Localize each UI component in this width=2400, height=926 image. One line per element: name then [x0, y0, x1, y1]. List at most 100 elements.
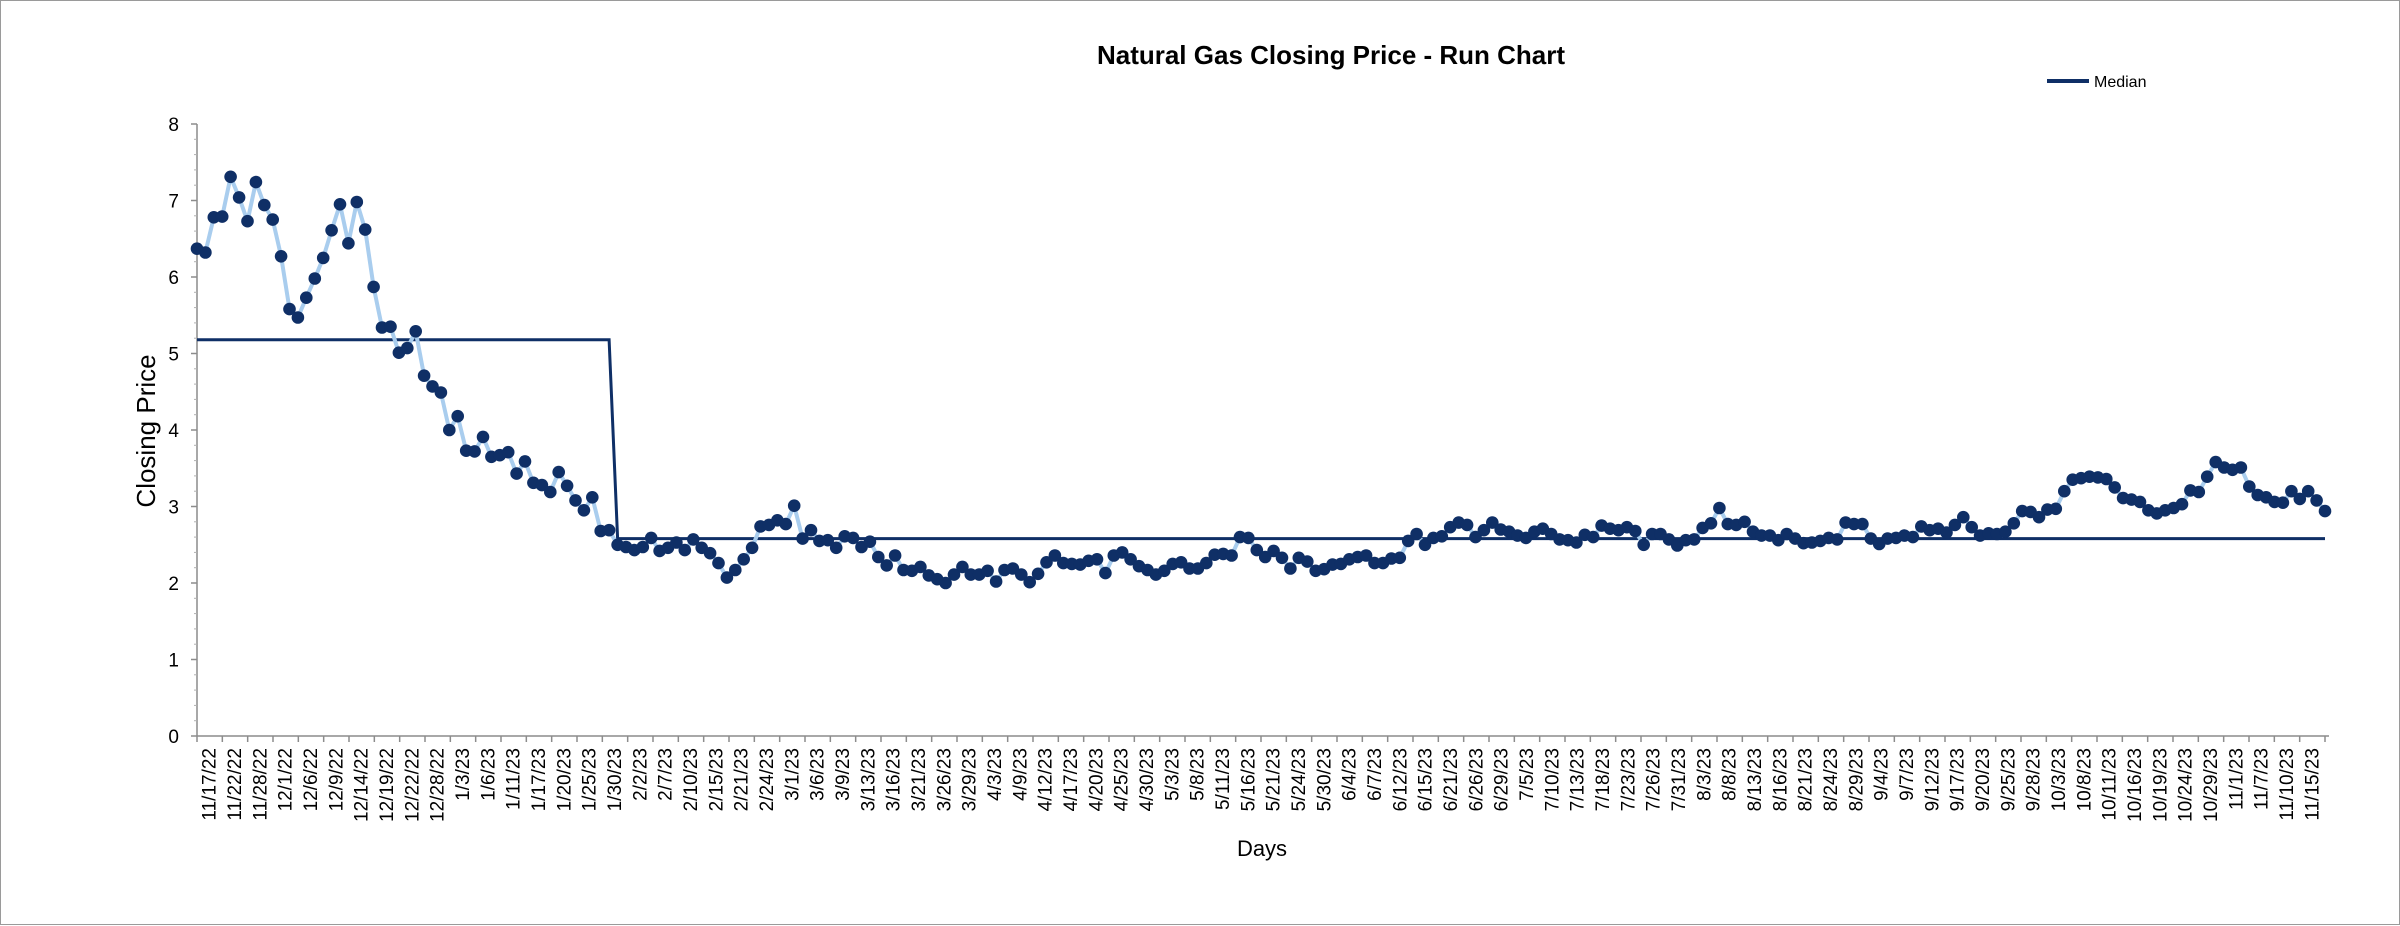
- data-point: [409, 325, 423, 338]
- x-tick-label: 10/29/23: [2201, 748, 2222, 822]
- x-tick-label: 3/16/23: [884, 748, 905, 811]
- data-point: [1284, 562, 1297, 575]
- data-point: [1301, 555, 1314, 568]
- data-point: [325, 224, 338, 237]
- x-tick-label: 3/21/23: [909, 748, 930, 811]
- data-point: [1418, 538, 1432, 552]
- x-tick-label: 2/7/23: [656, 748, 677, 801]
- x-tick-label: 5/21/23: [1264, 748, 1285, 811]
- x-tick-label: 6/29/23: [1492, 748, 1513, 811]
- x-tick-label: 2/10/23: [681, 748, 702, 811]
- data-point: [308, 272, 322, 285]
- series-line: [196, 174, 2327, 585]
- x-tick-label: 10/3/23: [2049, 748, 2070, 811]
- data-point: [291, 311, 305, 324]
- data-point: [1469, 530, 1482, 544]
- data-point: [1099, 566, 1112, 580]
- x-tick-label: 7/18/23: [1593, 748, 1614, 811]
- data-point: [2200, 470, 2214, 484]
- data-point: [249, 175, 263, 189]
- data-point: [821, 533, 835, 547]
- data-point: [2293, 492, 2307, 506]
- x-tick-label: 5/24/23: [1289, 748, 1310, 811]
- y-tick-label: 8: [168, 115, 179, 136]
- data-point: [1486, 516, 1499, 529]
- data-point: [2100, 472, 2113, 486]
- data-point: [2058, 484, 2071, 498]
- x-tick-label: 6/21/23: [1441, 748, 1462, 811]
- y-tick-label: 6: [168, 268, 179, 289]
- data-point: [1637, 538, 1650, 552]
- x-tick-label: 4/20/23: [1086, 748, 1107, 811]
- x-tick-label: 9/28/23: [2024, 748, 2045, 811]
- data-point: [888, 549, 902, 562]
- data-point: [2007, 517, 2021, 530]
- data-point: [1957, 510, 1970, 524]
- data-point: [434, 386, 448, 399]
- x-tick-label: 4/12/23: [1036, 748, 1057, 811]
- data-point: [981, 564, 994, 578]
- data-point: [241, 214, 254, 228]
- data-point: [1999, 525, 2012, 538]
- data-point: [745, 541, 759, 555]
- data-point: [1687, 533, 1701, 546]
- x-tick-label: 3/6/23: [808, 748, 829, 801]
- data-point: [737, 553, 750, 566]
- x-tick-label: 4/30/23: [1137, 748, 1158, 811]
- y-tick-label: 7: [168, 192, 179, 213]
- data-point: [215, 210, 229, 223]
- data-point: [989, 575, 1003, 588]
- data-point: [266, 213, 280, 226]
- x-tick-label: 6/7/23: [1365, 748, 1386, 801]
- x-tick-label: 3/9/23: [833, 748, 854, 801]
- x-tick-label: 9/7/23: [1897, 748, 1918, 801]
- data-point: [451, 409, 465, 423]
- data-point: [468, 445, 481, 458]
- x-tick-label: 2/15/23: [706, 748, 727, 811]
- data-point: [1738, 515, 1751, 529]
- data-point: [2243, 480, 2256, 493]
- x-tick-label: 11/15/23: [2302, 748, 2323, 821]
- data-point: [518, 455, 532, 468]
- data-point: [779, 517, 793, 531]
- x-tick-label: 12/9/22: [326, 748, 347, 811]
- data-point: [1713, 501, 1726, 515]
- x-tick-label: 5/8/23: [1188, 748, 1209, 801]
- x-tick-label: 1/30/23: [605, 748, 626, 811]
- x-tick-label: 1/6/23: [478, 748, 499, 801]
- x-tick-label: 4/25/23: [1112, 748, 1133, 811]
- x-axis-title: Days: [1237, 836, 1287, 861]
- data-point: [350, 195, 364, 209]
- data-point: [333, 198, 347, 211]
- x-tick-label: 7/5/23: [1517, 748, 1538, 801]
- x-tick-label: 9/20/23: [1973, 748, 1994, 811]
- data-point: [1940, 526, 1953, 539]
- x-tick-label: 10/8/23: [2074, 748, 2095, 811]
- data-point: [846, 531, 860, 545]
- data-point: [2133, 495, 2147, 509]
- x-tick-label: 9/25/23: [1998, 748, 2019, 811]
- data-point: [2285, 484, 2298, 498]
- data-point: [1040, 556, 1053, 569]
- data-point: [1570, 536, 1583, 549]
- data-point: [712, 556, 725, 570]
- data-point: [2032, 510, 2046, 524]
- x-tick-label: 6/15/23: [1416, 748, 1437, 811]
- x-tick-label: 5/3/23: [1162, 748, 1183, 801]
- data-point: [1410, 527, 1423, 541]
- x-tick-label: 2/21/23: [732, 748, 753, 811]
- y-axis-title: Closing Price: [131, 354, 161, 507]
- data-point: [863, 535, 877, 548]
- data-point: [283, 302, 296, 316]
- chart-title: Natural Gas Closing Price - Run Chart: [1097, 40, 1565, 70]
- data-point: [1830, 533, 1844, 546]
- data-point: [804, 523, 818, 537]
- x-tick-label: 3/1/23: [782, 748, 803, 801]
- data-point: [1225, 549, 1238, 562]
- x-tick-label: 1/17/23: [529, 748, 550, 811]
- data-point: [552, 465, 565, 479]
- data-point: [678, 543, 692, 557]
- data-point: [2049, 502, 2063, 516]
